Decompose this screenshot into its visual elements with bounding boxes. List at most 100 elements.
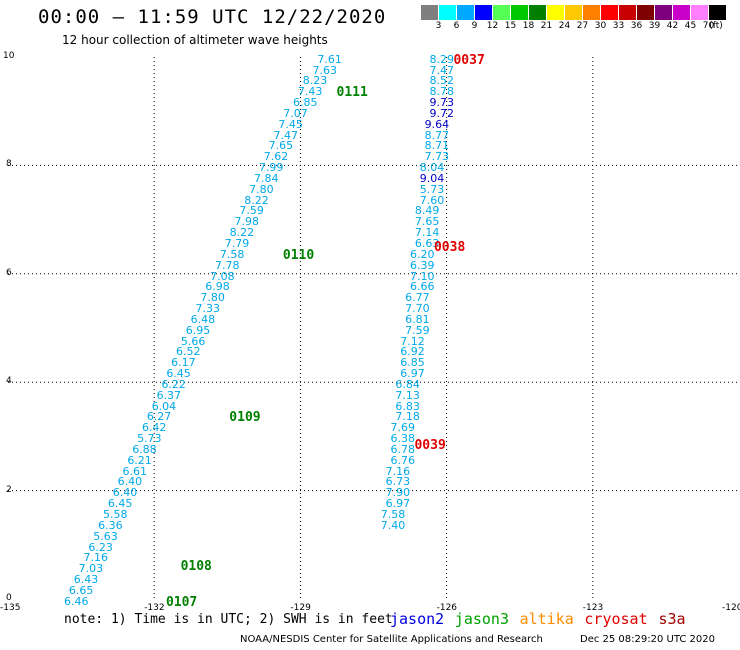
x-tick-label: -129 (290, 603, 311, 613)
wave-height-value: 9.72 (429, 106, 454, 120)
wave-height-value: 7.58 (380, 507, 406, 521)
wave-height-value: 7.99 (258, 161, 284, 175)
wave-height-value: 8.78 (429, 85, 454, 99)
wave-height-value: 7.13 (395, 388, 420, 402)
satellite-name: s3a (658, 610, 686, 628)
wave-height-value: 6.45 (166, 367, 191, 381)
legend-label: 30 (594, 21, 607, 31)
wave-height-value: 7.07 (283, 106, 308, 120)
legend-label: 27 (576, 21, 589, 31)
legend-swatch (601, 5, 618, 20)
wave-height-value: 7.78 (215, 258, 240, 272)
legend-swatch (493, 5, 510, 20)
wave-height-value: 6.23 (88, 540, 113, 554)
legend-swatch (619, 5, 636, 20)
wave-height-value: 6.36 (98, 518, 123, 532)
legend-swatch (511, 5, 528, 20)
pass-time-label: 0111 (336, 85, 368, 101)
wave-height-value: 6.48 (190, 312, 216, 326)
wave-height-value: 9.04 (419, 171, 445, 185)
wave-height-value: 5.63 (93, 529, 118, 543)
x-tick-label: -126 (436, 603, 458, 613)
wave-height-value: 7.69 (390, 421, 415, 435)
wave-height-value: 9.64 (424, 117, 450, 131)
wave-height-value: 8.04 (419, 161, 445, 175)
wave-height-value: 6.45 (107, 497, 133, 511)
wave-height-value: 7.58 (219, 247, 245, 261)
legend-label: 6 (453, 21, 460, 31)
wave-height-value: 7.08 (210, 269, 235, 283)
legend-label: 39 (648, 21, 661, 31)
wave-height-value: 9.73 (429, 96, 454, 110)
footnote: note: 1) Time is in UTC; 2) SWH is in fe… (64, 612, 393, 627)
wave-height-value: 5.73 (419, 182, 445, 196)
legend-label: 15 (504, 21, 517, 31)
wave-height-value: 5.66 (180, 334, 206, 348)
wave-height-value: 8.49 (414, 204, 440, 218)
color-legend: 3 6 9 12 15 18 21 24 27 30 33 36 39 42 45 70 (ft) (421, 5, 727, 35)
wave-height-value: 7.12 (400, 334, 425, 348)
y-tick-label: 6 (6, 267, 12, 278)
wave-height-value: 7.47 (273, 128, 299, 142)
legend-label: 3 (435, 21, 442, 31)
legend-swatch (709, 5, 726, 20)
wave-height-value: 6.61 (122, 464, 147, 478)
wave-height-value: 6.92 (400, 345, 425, 359)
wave-height-value: 7.16 (385, 464, 411, 478)
wave-height-value: 7.65 (414, 215, 440, 229)
wave-height-value: 8.23 (302, 74, 328, 88)
x-tick-label: -135 (0, 603, 21, 613)
wave-height-value: 7.79 (224, 236, 250, 250)
wave-height-value: 6.97 (400, 367, 425, 381)
wave-height-value: 6.17 (171, 356, 196, 370)
y-tick-label: 10 (3, 51, 15, 61)
wave-height-value: 7.16 (83, 551, 108, 565)
legend-swatch (691, 5, 708, 20)
legend-label: 36 (630, 21, 643, 31)
legend-label: 24 (558, 21, 571, 31)
wave-height-value: 6.84 (395, 377, 420, 391)
satellite-name: jason2 (390, 610, 445, 628)
x-tick-label: -123 (582, 603, 604, 613)
legend-label: 33 (612, 21, 625, 31)
wave-height-value: 7.84 (254, 171, 279, 185)
wave-height-value: 7.70 (405, 302, 430, 316)
wave-height-value: 7.98 (234, 215, 260, 229)
wave-height-value: 6.42 (141, 421, 167, 435)
wave-height-value: 6.46 (63, 594, 89, 608)
wave-height-value: 7.59 (239, 204, 264, 218)
wave-height-value: 7.03 (78, 562, 104, 576)
pass-time-label: 0107 (165, 594, 198, 610)
satellite-name: altika (519, 610, 574, 628)
legend-label: 42 (666, 21, 679, 31)
legend-label: 45 (684, 21, 697, 31)
wave-height-value: 6.04 (151, 399, 177, 413)
wave-height-value: 6.52 (176, 345, 201, 359)
wave-height-value: 6.97 (385, 497, 411, 511)
wave-height-value: 6.43 (73, 573, 99, 587)
y-tick-label: 2 (6, 484, 12, 495)
wave-height-value: 6.85 (400, 356, 425, 370)
pass-time-label: 0108 (180, 559, 212, 575)
wave-height-value: 6.88 (132, 442, 157, 456)
legend-swatch (637, 5, 654, 20)
legend-swatch (583, 5, 600, 20)
legend-swatch (529, 5, 546, 20)
wave-height-value: 7.90 (385, 486, 411, 500)
pass-time-label: 0109 (229, 410, 261, 426)
wave-height-value: 7.43 (297, 85, 323, 99)
wave-height-value: 8.22 (229, 226, 255, 240)
wave-height-value: 5.73 (137, 432, 162, 446)
wave-height-value: 7.80 (249, 182, 274, 196)
satellite-name: cryosat (584, 610, 648, 628)
pass-time-label: 0110 (282, 247, 315, 263)
legend-swatch (439, 5, 456, 20)
legend-swatch (655, 5, 672, 20)
wave-height-value: 6.27 (146, 410, 172, 424)
wave-height-value: 7.10 (409, 269, 435, 283)
footer-source: NOAA/NESDIS Center for Satellite Applica… (240, 634, 543, 645)
wave-height-value: 6.65 (68, 583, 94, 597)
wave-height-value: 6.40 (112, 486, 138, 500)
wave-height-value: 8.22 (244, 193, 269, 207)
pass-time-label: 0039 (414, 437, 446, 453)
